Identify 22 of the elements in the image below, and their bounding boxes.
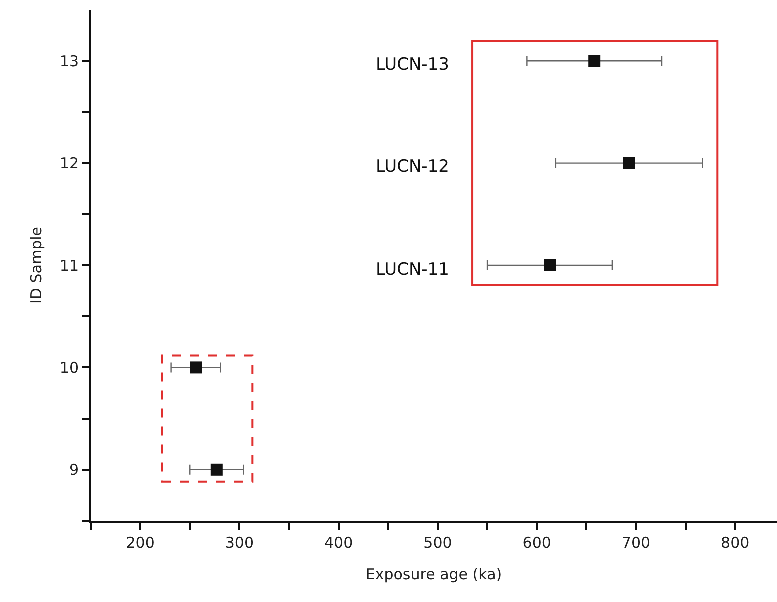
annotation: LUCN-11 — [376, 260, 450, 280]
y-tick-label: 13 — [60, 52, 79, 70]
y-axis-title: ID Sample — [28, 227, 46, 304]
annotation: LUCN-13 — [376, 55, 450, 75]
x-tick-label: 500 — [424, 534, 452, 552]
annotation: LUCN-12 — [376, 157, 450, 177]
y-tick-label: 9 — [69, 461, 79, 480]
point — [190, 362, 202, 374]
x-tick-label: 400 — [324, 534, 354, 552]
y-tick-label: 11 — [60, 256, 79, 275]
point — [210, 464, 223, 476]
x-tick-label: 700 — [622, 534, 651, 552]
x-axis-title: Exposure age (ka) — [366, 566, 502, 584]
x-tick-label: 800 — [721, 534, 750, 552]
y-tick-label: 12 — [60, 154, 79, 173]
x-tick-label: 600 — [522, 534, 552, 552]
x-tick-label: 300 — [225, 534, 254, 552]
point — [623, 157, 636, 170]
point — [544, 260, 556, 272]
point — [588, 55, 601, 68]
y-tick-label: 10 — [60, 358, 79, 377]
x-tick-label: 200 — [126, 534, 155, 552]
